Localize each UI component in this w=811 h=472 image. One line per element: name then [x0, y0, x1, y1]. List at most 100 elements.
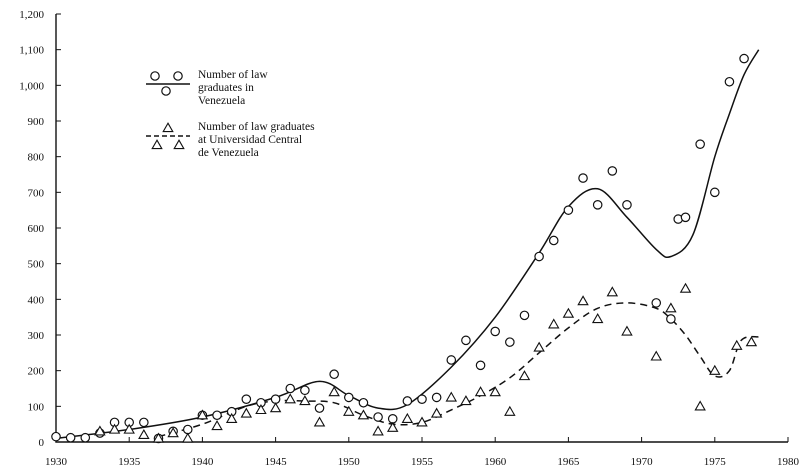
- data-point-triangle: [745, 336, 758, 347]
- data-point-triangle: [548, 318, 560, 329]
- x-tick-label: 1950: [338, 456, 361, 468]
- x-tick-label: 1955: [411, 456, 434, 468]
- legend-item-law-graduates-ucv: Number of law graduates at Universidad C…: [146, 121, 315, 159]
- data-point-triangle: [123, 423, 135, 434]
- data-point-triangle: [372, 425, 384, 436]
- data-point-circle: [680, 212, 691, 223]
- x-tick-label: 1935: [118, 456, 141, 468]
- data-point-triangle: [621, 325, 633, 336]
- data-point-triangle: [606, 286, 619, 297]
- legend-marker-triangle: [173, 139, 185, 150]
- y-tick-label: 600: [28, 223, 45, 235]
- legend-symbol-circle: [146, 71, 190, 96]
- y-tick-label: 200: [28, 366, 45, 378]
- data-point-circle: [285, 383, 296, 394]
- data-point-circle: [417, 394, 427, 404]
- x-axis-ticks: 1930 1935 1940 1945 1950 1955 1960 1965 1970 1975…: [45, 437, 800, 468]
- data-point-circle: [373, 412, 383, 422]
- y-tick-label: 800: [28, 152, 45, 164]
- legend-label-line: de Venezuela: [198, 147, 259, 159]
- legend: Number of law graduates in Venezuela Num…: [140, 56, 340, 180]
- legend-marker-circle: [161, 86, 171, 96]
- data-point-triangle: [269, 402, 282, 413]
- data-point-triangle: [445, 391, 458, 402]
- data-point-circle: [709, 187, 720, 198]
- data-point-triangle: [489, 386, 501, 397]
- data-point-circle: [505, 337, 515, 347]
- y-tick-label: 1,200: [19, 9, 44, 21]
- x-tick-label: 1960: [484, 456, 507, 468]
- legend-item-law-graduates-venezuela: Number of law graduates in Venezuela: [146, 69, 268, 107]
- x-tick-label: 1970: [631, 456, 654, 468]
- data-point-triangle: [182, 432, 194, 443]
- data-point-triangle: [591, 313, 604, 324]
- legend-label-line: graduates in: [198, 82, 254, 94]
- legend-marker-triangle: [151, 139, 163, 150]
- data-point-triangle: [416, 416, 428, 427]
- x-tick-label: 1975: [704, 456, 727, 468]
- data-point-circle: [695, 139, 705, 149]
- legend-label-line: Number of law graduates: [198, 121, 315, 133]
- data-point-circle: [80, 432, 91, 443]
- y-tick-label: 1,000: [19, 80, 44, 92]
- data-point-circle: [329, 369, 339, 380]
- data-point-triangle: [731, 339, 743, 350]
- legend-label-line: at Universidad Central: [198, 134, 302, 146]
- data-point-circle: [475, 360, 486, 371]
- data-point-circle: [578, 173, 588, 183]
- data-point-circle: [300, 385, 310, 396]
- data-point-circle: [534, 251, 544, 262]
- y-axis-ticks: 0 100 200 300 400 500 600 700 800 900 1,000 1,100 1,…: [19, 9, 61, 449]
- data-point-circle: [548, 235, 559, 246]
- y-tick-label: 400: [28, 294, 45, 306]
- data-point-triangle: [430, 407, 443, 418]
- data-point-circle: [270, 394, 281, 404]
- y-tick-label: 1,100: [19, 45, 44, 57]
- data-point-triangle: [343, 405, 355, 416]
- data-point-triangle: [225, 412, 238, 423]
- data-point-triangle: [562, 307, 575, 318]
- x-tick-label: 1945: [265, 456, 288, 468]
- data-point-circle: [666, 314, 676, 324]
- data-point-triangle: [108, 423, 121, 434]
- x-tick-label: 1930: [45, 456, 68, 468]
- y-tick-label: 500: [28, 259, 45, 271]
- y-tick-label: 300: [28, 330, 45, 342]
- data-point-triangle: [138, 428, 150, 440]
- legend-marker-circle: [173, 71, 183, 81]
- x-tick-label: 1980: [777, 456, 800, 468]
- data-point-triangle: [299, 395, 311, 406]
- data-point-circle: [724, 76, 735, 87]
- data-point-triangle: [474, 386, 487, 397]
- data-point-triangle: [255, 403, 267, 415]
- data-point-circle: [65, 432, 76, 443]
- x-tick-label: 1965: [557, 456, 580, 468]
- x-tick-label: 1940: [191, 456, 214, 468]
- data-point-triangle: [709, 364, 721, 375]
- y-tick-label: 0: [39, 437, 45, 449]
- data-point-circle: [387, 414, 398, 424]
- data-point-circle: [592, 200, 603, 210]
- data-point-triangle: [284, 393, 296, 404]
- data-point-circle: [490, 326, 500, 337]
- data-point-circle: [739, 53, 749, 64]
- data-point-circle: [519, 310, 530, 321]
- data-point-triangle: [518, 370, 531, 381]
- data-point-circle: [563, 205, 574, 215]
- data-point-triangle: [533, 341, 545, 352]
- y-tick-label: 700: [28, 187, 45, 199]
- data-point-circle: [402, 396, 413, 406]
- data-point-triangle: [577, 295, 589, 306]
- data-point-triangle: [401, 412, 414, 423]
- data-point-triangle: [504, 405, 516, 416]
- legend-label-line: Venezuela: [198, 95, 245, 107]
- data-point-circle: [314, 403, 325, 413]
- y-tick-label: 100: [28, 401, 45, 413]
- data-point-triangle: [240, 407, 253, 418]
- data-point-circle: [446, 355, 457, 365]
- y-tick-label: 900: [28, 116, 45, 128]
- data-point-circle: [343, 392, 354, 403]
- data-point-triangle: [167, 427, 179, 438]
- data-point-triangle: [650, 350, 662, 361]
